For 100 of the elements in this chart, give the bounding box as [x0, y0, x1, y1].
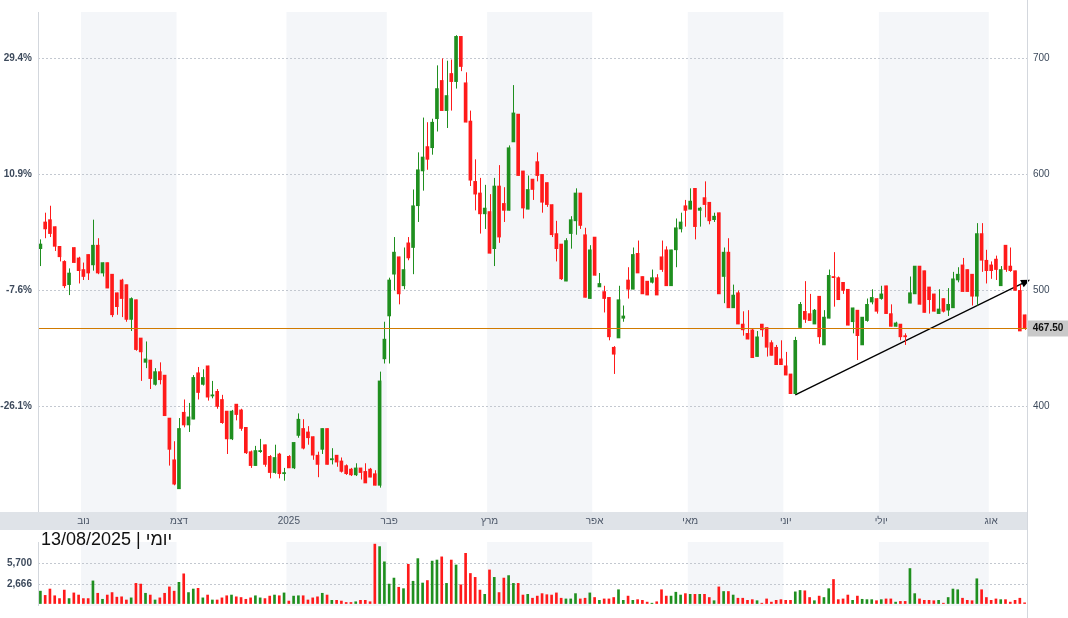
bar — [598, 600, 601, 604]
bar — [182, 573, 186, 604]
bar — [378, 546, 381, 604]
bar — [211, 599, 214, 604]
bar — [555, 592, 558, 604]
bar — [101, 598, 104, 604]
bar — [469, 573, 472, 604]
candlestick — [688, 187, 692, 210]
bar — [234, 596, 238, 604]
candlestick — [129, 296, 133, 332]
bar — [206, 594, 209, 604]
bar — [784, 600, 788, 604]
candlestick — [683, 199, 688, 228]
chart-title: יומי | 13/08/2025 — [41, 528, 173, 549]
candlestick — [611, 345, 616, 375]
bar — [937, 600, 940, 604]
bar — [698, 594, 702, 604]
bar — [335, 600, 338, 604]
bar — [483, 594, 487, 604]
bar — [535, 595, 539, 604]
bar — [292, 595, 295, 604]
bar — [225, 595, 229, 604]
candlestick — [67, 267, 71, 296]
bar — [383, 561, 386, 604]
candlestick — [482, 184, 487, 230]
candlestick — [86, 253, 90, 281]
y2-tick-label: -26.1% — [0, 400, 33, 412]
bar — [621, 600, 625, 604]
candlestick — [406, 236, 411, 261]
candlestick — [998, 265, 1003, 287]
bar — [770, 601, 773, 604]
bar — [684, 593, 687, 604]
bar — [105, 594, 109, 604]
bar — [273, 594, 276, 604]
bar — [230, 594, 233, 604]
bar — [789, 600, 792, 604]
bar — [426, 580, 429, 604]
bar — [569, 598, 573, 604]
bar — [316, 596, 319, 604]
bar — [531, 597, 534, 604]
bar — [679, 594, 682, 604]
bar — [58, 598, 61, 604]
candlestick — [449, 59, 454, 112]
bar — [664, 595, 668, 604]
bar — [918, 598, 921, 604]
bar — [297, 595, 300, 604]
bar — [39, 590, 42, 604]
bar — [655, 601, 659, 604]
candlestick — [731, 284, 735, 309]
x-tick-label: יולי — [874, 514, 888, 526]
y-tick-label: 600 — [1033, 168, 1051, 180]
bar — [340, 600, 343, 604]
bar — [144, 592, 147, 604]
bar — [421, 582, 424, 604]
x-tick-label: דצמ — [170, 514, 189, 526]
candlestick — [277, 452, 282, 479]
bar — [870, 599, 874, 604]
bar — [191, 588, 195, 604]
bar — [574, 593, 577, 604]
bar — [636, 599, 639, 604]
bar — [875, 600, 878, 604]
candlestick — [697, 206, 702, 228]
bar — [268, 595, 272, 604]
bar — [550, 594, 553, 604]
bar — [980, 589, 983, 604]
bar — [449, 559, 453, 604]
bar — [53, 595, 57, 604]
candlestick — [91, 219, 95, 272]
bar — [1008, 601, 1012, 604]
bar — [593, 597, 596, 604]
bar — [707, 597, 711, 604]
bar — [746, 600, 749, 604]
x-tick-label: 2025 — [277, 514, 301, 526]
x-tick-label: יוני — [779, 514, 792, 526]
bar — [965, 600, 969, 604]
bar — [254, 595, 257, 604]
bar — [139, 583, 143, 604]
bar — [277, 595, 281, 604]
bar — [368, 601, 372, 604]
candlestick — [525, 175, 530, 210]
y-tick-label: 500 — [1033, 284, 1051, 296]
candlestick — [965, 269, 970, 293]
bar — [148, 594, 152, 604]
bar — [526, 594, 530, 604]
bar — [612, 597, 616, 604]
bar — [832, 579, 835, 604]
x-tick-label: פבר — [380, 514, 398, 526]
bar — [722, 591, 725, 604]
bar — [617, 589, 620, 604]
x-tick-label: אוג — [984, 514, 999, 526]
bar — [464, 552, 467, 604]
bar — [827, 588, 831, 604]
y2-tick-label: -7.6% — [5, 284, 33, 296]
bar — [922, 600, 926, 604]
x-tick-label: אפר — [585, 514, 605, 526]
bar — [856, 595, 859, 604]
bar — [765, 598, 768, 604]
bar — [62, 589, 66, 604]
bar — [741, 597, 745, 604]
bar — [913, 593, 917, 604]
